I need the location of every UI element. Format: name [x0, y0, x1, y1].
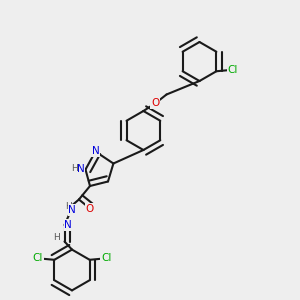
Text: Cl: Cl	[33, 253, 43, 263]
Text: O: O	[86, 203, 94, 214]
Text: H: H	[65, 202, 72, 211]
Text: Cl: Cl	[101, 253, 111, 263]
Text: N: N	[64, 220, 72, 230]
Text: N: N	[68, 205, 76, 215]
Text: H: H	[54, 232, 60, 242]
Text: N: N	[92, 146, 99, 157]
Text: O: O	[151, 98, 159, 109]
Text: N: N	[77, 164, 85, 175]
Text: H: H	[71, 164, 77, 173]
Text: Cl: Cl	[228, 65, 238, 75]
